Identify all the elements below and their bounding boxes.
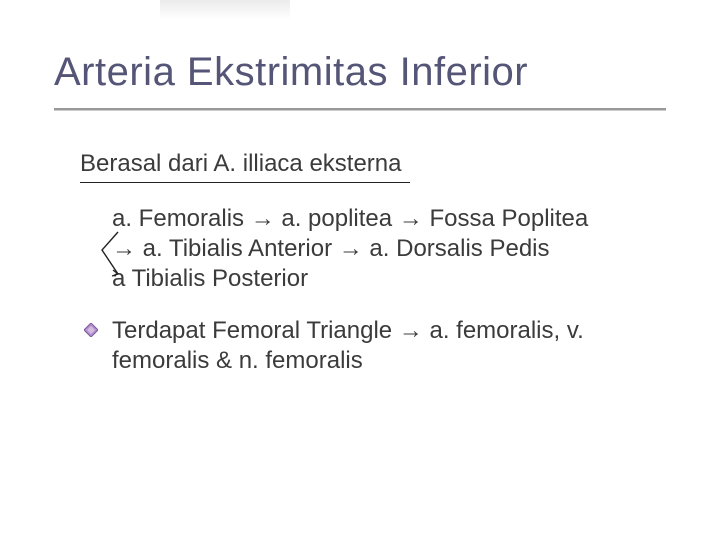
body-line-1: a. Femoralis → a. poplitea → Fossa Popli… bbox=[112, 204, 672, 234]
title-underline bbox=[54, 108, 666, 110]
diamond-bullet-icon bbox=[84, 323, 98, 337]
body-block: a. Femoralis → a. poplitea → Fossa Popli… bbox=[112, 204, 672, 294]
body-line-2: → a. Tibialis Anterior → a. Dorsalis Ped… bbox=[112, 234, 672, 264]
top-shadow-decoration bbox=[160, 0, 290, 20]
bullet-text: Terdapat Femoral Triangle → a. femoralis… bbox=[112, 316, 682, 376]
slide-title: Arteria Ekstrimitas Inferior bbox=[54, 50, 528, 95]
slide: Arteria Ekstrimitas Inferior Berasal dar… bbox=[0, 0, 720, 540]
body-line-3: a Tibialis Posterior bbox=[112, 264, 672, 294]
branching-arrow-icon bbox=[98, 230, 124, 284]
subtitle-text: Berasal dari A. illiaca eksterna bbox=[80, 150, 402, 178]
subtitle-underline bbox=[80, 182, 410, 183]
